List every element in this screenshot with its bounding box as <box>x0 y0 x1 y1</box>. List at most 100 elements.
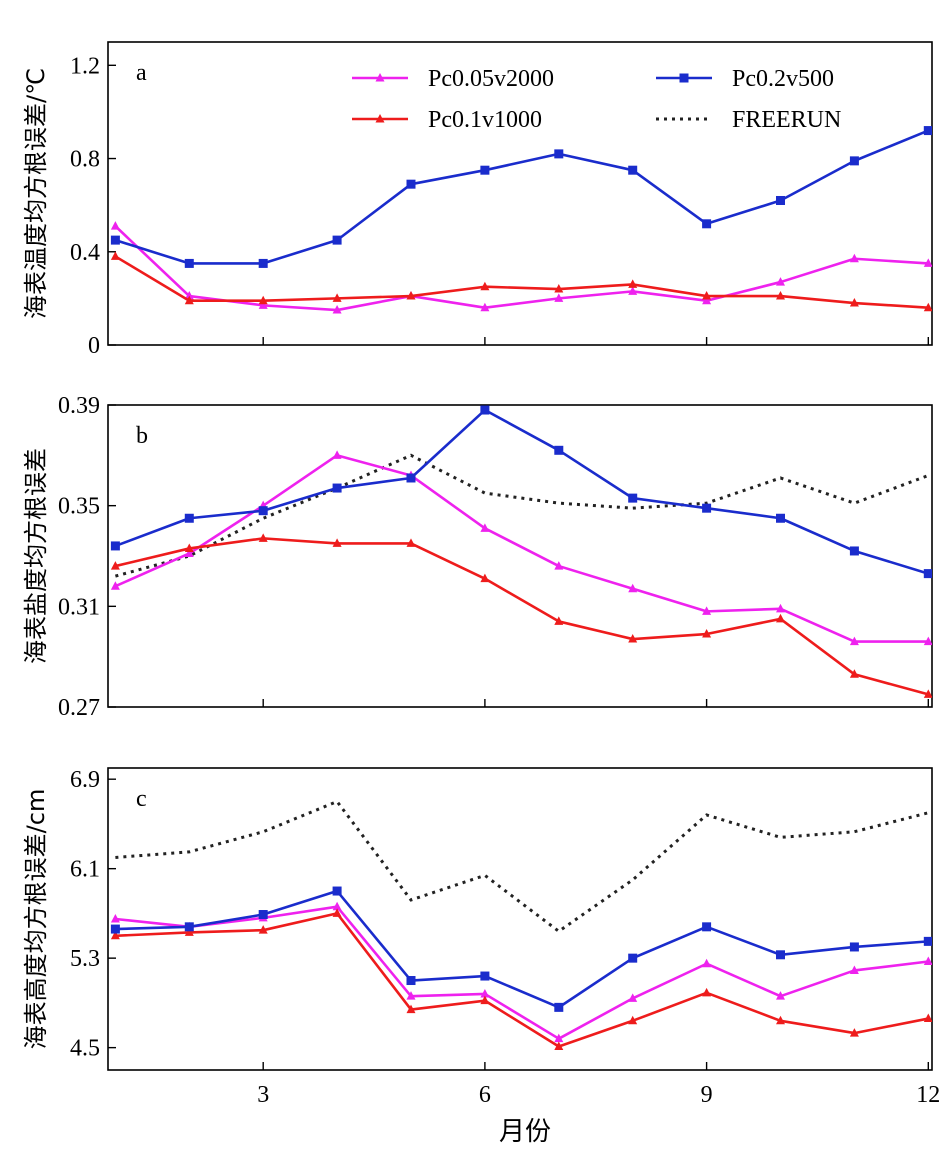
legend-label: Pc0.2v500 <box>732 66 834 92</box>
data-point <box>923 126 932 136</box>
plot-area <box>110 405 932 698</box>
data-point <box>332 483 342 493</box>
data-point <box>258 258 268 268</box>
data-point <box>702 922 712 932</box>
data-point <box>110 235 120 245</box>
series-line-freerun <box>115 799 929 934</box>
data-point <box>923 636 932 646</box>
data-point <box>702 503 712 513</box>
data-point <box>628 165 638 175</box>
x-tick-label: 12 <box>916 1082 940 1108</box>
plot-frame <box>107 41 933 346</box>
data-point <box>110 221 120 230</box>
data-point <box>110 541 120 551</box>
data-point <box>923 258 932 267</box>
data-point <box>628 493 638 503</box>
data-point <box>184 258 194 268</box>
panel-letter: a <box>136 60 147 86</box>
data-point <box>923 936 932 946</box>
legend-marker <box>375 73 385 82</box>
data-point <box>184 922 194 932</box>
data-point <box>849 1028 859 1037</box>
legend-label: Pc0.1v1000 <box>428 107 542 133</box>
series-pc0-2v500 <box>110 886 932 1012</box>
data-point <box>184 295 194 305</box>
data-point <box>849 546 859 556</box>
data-point <box>258 295 268 305</box>
data-point <box>480 302 490 312</box>
data-point <box>332 293 342 302</box>
data-point <box>776 195 786 205</box>
y-tick-label: 0.31 <box>58 594 100 620</box>
series-line-pc0-1v1000 <box>115 537 929 696</box>
data-point <box>406 991 416 1000</box>
data-point <box>406 976 416 986</box>
panel-letter: c <box>136 786 147 812</box>
data-point <box>258 910 268 920</box>
data-point <box>849 669 859 678</box>
panel-b: 0.27 0.31 0.35 0.39 海表盐度均方根误差 b <box>22 393 933 721</box>
y-tick-label: 4.5 <box>70 1036 100 1062</box>
data-point <box>332 901 342 911</box>
series-line-pc0-1v1000 <box>115 912 929 1048</box>
series-line-pc0-05v2000 <box>115 905 929 1040</box>
data-point <box>258 533 268 542</box>
data-point <box>776 277 786 286</box>
data-point <box>258 506 268 516</box>
data-point <box>702 987 712 997</box>
series-freerun <box>115 799 929 934</box>
series-line-pc0-05v2000 <box>114 454 929 643</box>
data-point <box>849 965 859 974</box>
data-point <box>702 295 712 305</box>
data-point <box>332 450 342 459</box>
data-point <box>923 689 932 698</box>
data-point <box>332 908 342 917</box>
data-point <box>406 538 416 547</box>
data-point <box>776 513 786 523</box>
series-pc0-2v500 <box>110 405 932 579</box>
data-point <box>849 942 859 952</box>
data-point <box>110 251 120 260</box>
y-tick-label: 6.9 <box>70 767 100 793</box>
data-point <box>406 473 416 483</box>
y-tick-label: 6.1 <box>70 857 100 883</box>
data-point <box>628 634 638 643</box>
data-point <box>702 629 712 638</box>
data-point <box>110 924 120 934</box>
data-point <box>184 548 194 557</box>
y-tick-label: 0.39 <box>58 393 100 419</box>
series-freerun <box>114 453 929 578</box>
data-point <box>776 291 786 300</box>
data-point <box>110 561 120 570</box>
y-tick-label: 0 <box>88 333 100 359</box>
data-point <box>480 988 490 998</box>
data-point <box>554 445 564 455</box>
data-point <box>849 253 859 263</box>
y-tick-label: 5.3 <box>70 946 100 972</box>
series-pc0-05v2000 <box>110 221 932 314</box>
y-axis-label: 海表高度均方根误差/cm <box>22 789 50 1050</box>
series-line-pc0-1v1000 <box>114 255 929 310</box>
data-point <box>184 291 194 300</box>
series-pc0-05v2000 <box>110 450 932 646</box>
y-tick-label: 0.8 <box>70 147 100 173</box>
series-pc0-2v500 <box>110 126 932 268</box>
y-axis-label: 海表温度均方根误差/℃ <box>22 68 50 319</box>
data-point <box>406 1004 416 1014</box>
panel-letter: b <box>136 423 148 449</box>
data-point <box>258 925 268 934</box>
legend-item-pc0-1v1000: Pc0.1v1000 <box>352 107 542 133</box>
data-point <box>480 971 490 981</box>
data-point <box>110 914 120 923</box>
data-point <box>480 995 490 1005</box>
data-point <box>702 606 712 615</box>
data-point <box>702 958 712 968</box>
data-point <box>332 235 342 245</box>
data-point <box>628 993 638 1002</box>
data-point <box>480 405 490 415</box>
data-point <box>184 543 194 552</box>
data-point <box>923 569 932 579</box>
legend-label: Pc0.05v2000 <box>428 66 554 92</box>
data-point <box>332 538 342 547</box>
data-point <box>332 305 342 314</box>
